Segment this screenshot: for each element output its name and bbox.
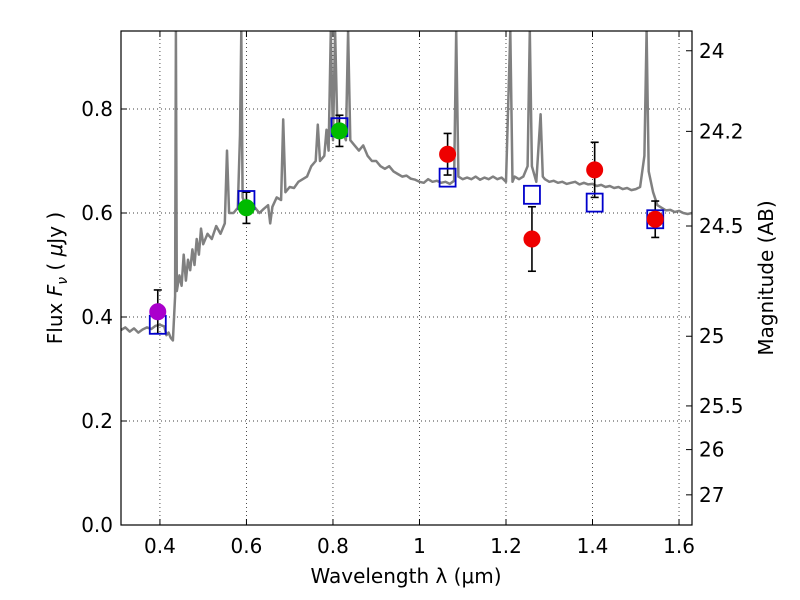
y-tick-label-left: 0.4 bbox=[81, 305, 113, 329]
model-band-square bbox=[585, 192, 604, 213]
x-tick-label: 1.6 bbox=[663, 534, 695, 558]
observed-point bbox=[237, 199, 255, 217]
y-tick-label-right: 26 bbox=[699, 438, 724, 462]
observed-point bbox=[523, 230, 541, 248]
axis-tick-labels: 0.4 0.6 0.8 1 1.2 1.4 1.6 0.0 0.2 0.4 0.6 0.8 24 24.2… bbox=[81, 39, 743, 558]
spectrum-line bbox=[121, 31, 692, 342]
observed-point bbox=[330, 122, 348, 140]
observed-point bbox=[646, 210, 664, 228]
model-spectrum bbox=[121, 31, 692, 342]
y-axis-title-right: Magnitude (AB) bbox=[754, 200, 778, 355]
y-tick-label-right: 25 bbox=[699, 324, 724, 348]
y-tick-label-right: 24.2 bbox=[699, 119, 744, 143]
axis-ticks bbox=[121, 31, 692, 526]
y-tick-label-right: 27 bbox=[699, 483, 724, 507]
y-tick-label-left: 0.6 bbox=[81, 201, 113, 225]
model-band-square bbox=[523, 184, 541, 205]
x-tick-label: 0.4 bbox=[144, 534, 176, 558]
observed-point bbox=[586, 161, 604, 179]
model-band-square bbox=[438, 167, 457, 188]
x-tick-label: 1.2 bbox=[490, 534, 522, 558]
x-tick-label: 0.6 bbox=[231, 534, 263, 558]
y-tick-label-left: 0.2 bbox=[81, 409, 113, 433]
data-markers bbox=[148, 117, 665, 335]
y-axis-title-left: Flux Fν ( μJy ) bbox=[43, 212, 71, 344]
x-axis-title: Wavelength λ (μm) bbox=[310, 564, 501, 588]
y-tick-label-right: 24.5 bbox=[699, 214, 744, 238]
x-tick-label: 1.4 bbox=[577, 534, 609, 558]
observed-point bbox=[149, 303, 167, 321]
x-tick-label: 1 bbox=[413, 534, 426, 558]
observed-point bbox=[439, 145, 457, 163]
y-tick-label-left: 0.0 bbox=[81, 513, 113, 537]
plot-background bbox=[121, 31, 692, 525]
y-tick-label-right: 25.5 bbox=[699, 394, 744, 418]
y-tick-label-left: 0.8 bbox=[81, 97, 113, 121]
y-tick-label-right: 24 bbox=[699, 39, 724, 63]
plot-frame bbox=[120, 30, 693, 526]
x-tick-label: 0.8 bbox=[317, 534, 349, 558]
